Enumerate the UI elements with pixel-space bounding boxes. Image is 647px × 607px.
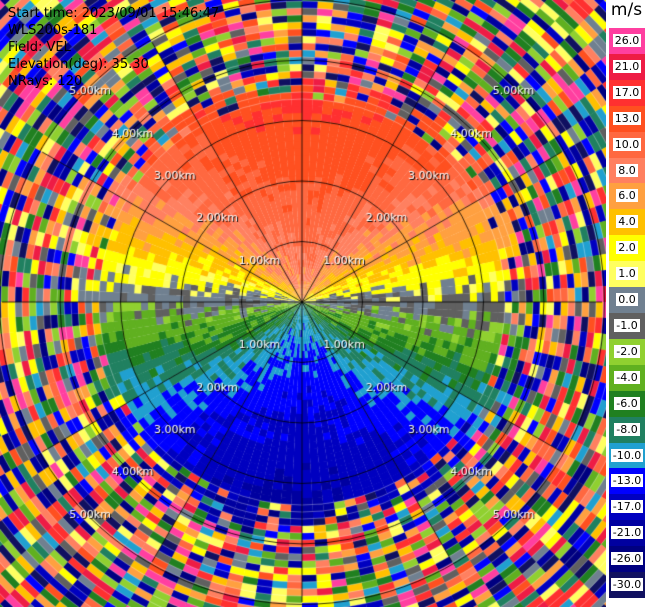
colorbar-tick-label: 0.0 — [616, 293, 638, 307]
colorbar-tick-label: -6.0 — [614, 396, 640, 410]
start-time: Start time: 2023/09/01 15:46:47 — [8, 6, 220, 21]
colorbar-unit: m/s — [610, 0, 643, 20]
colorbar-tick-label: 13.0 — [612, 111, 642, 125]
scan-info: Start time: 2023/09/01 15:46:47 WLS200s-… — [8, 5, 219, 90]
colorbar-tick-label: -17.0 — [610, 500, 644, 514]
colorbar-tick-label: 26.0 — [612, 33, 642, 47]
colorbar-tick-label: 21.0 — [612, 59, 642, 73]
colorbar-tick-label: -4.0 — [614, 370, 640, 384]
colorbar-tick-label: 8.0 — [616, 163, 638, 177]
colorbar-tick-label: -13.0 — [610, 474, 644, 488]
colorbar-tick-label: -30.0 — [610, 578, 644, 592]
colorbar: 26.0 21.0 17.0 13.0 10.0 8.0 6.0 4.0 2.0 1.0 0.0 -1… — [609, 28, 647, 599]
colorbar-tick-label: 1.0 — [616, 267, 638, 281]
colorbar-tick-label: 10.0 — [612, 137, 642, 151]
elevation: Elevation(deg): 35.30 — [8, 57, 149, 72]
field-name: Field: VEL — [8, 40, 71, 55]
colorbar-tick-label: -10.0 — [610, 448, 644, 462]
colorbar-tick-label: 2.0 — [616, 241, 638, 255]
ppi-velocity-plot — [0, 0, 606, 607]
colorbar-tick-label: 6.0 — [616, 189, 638, 203]
colorbar-tick-label: 17.0 — [612, 85, 642, 99]
colorbar-tick-label: 4.0 — [616, 215, 638, 229]
instrument-name: WLS200s-181 — [8, 23, 98, 38]
colorbar-tick-label: -1.0 — [614, 318, 640, 332]
nrays: NRays: 120 — [8, 74, 83, 89]
colorbar-tick-label: -21.0 — [610, 526, 644, 540]
colorbar-tick-label: -2.0 — [614, 344, 640, 358]
colorbar-tick-label: -26.0 — [610, 552, 644, 566]
colorbar-tick-label: -8.0 — [614, 422, 640, 436]
